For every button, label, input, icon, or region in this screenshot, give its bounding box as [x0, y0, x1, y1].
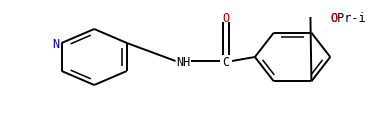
- Text: O: O: [330, 11, 338, 24]
- Text: OPr-i: OPr-i: [330, 11, 366, 24]
- Text: NH: NH: [176, 55, 190, 68]
- Text: C: C: [223, 55, 230, 68]
- Text: O: O: [223, 11, 230, 24]
- Text: N: N: [53, 38, 60, 51]
